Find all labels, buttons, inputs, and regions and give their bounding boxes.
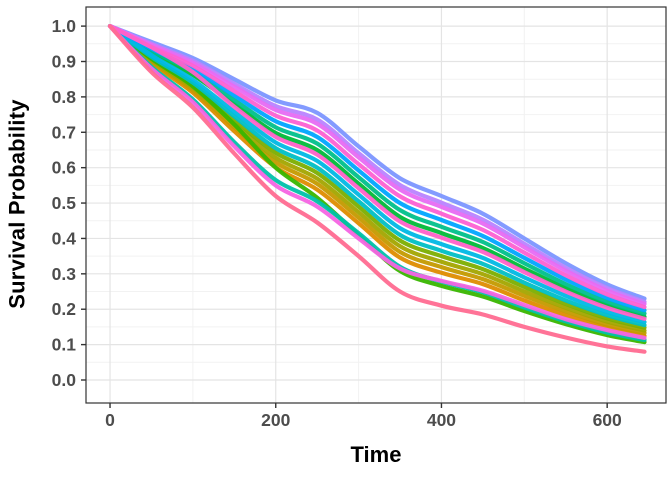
- y-tick-label: 0.8: [52, 87, 77, 107]
- curve-pink: [107, 24, 647, 321]
- y-tick-label: 0.0: [52, 370, 77, 390]
- curve-magenta-pink: [107, 24, 647, 340]
- curve-hot-pink: [107, 24, 647, 354]
- x-tick-label: 200: [261, 410, 290, 430]
- x-tick-label: 400: [427, 410, 456, 430]
- y-tick-label: 0.6: [52, 158, 77, 178]
- y-tick-label: 0.7: [52, 122, 76, 142]
- y-tick-label: 0.1: [52, 335, 77, 355]
- y-tick-label: 0.9: [52, 51, 77, 71]
- x-tick-label: 600: [593, 410, 622, 430]
- curve-cornflower-blue: [107, 24, 647, 301]
- curve-teal-blue: [107, 24, 647, 328]
- panel-border: [85, 6, 667, 404]
- x-tick-label: 0: [105, 410, 115, 430]
- y-tick-label: 0.5: [52, 193, 77, 213]
- curve-dodger-blue: [107, 24, 647, 313]
- curve-orchid: [107, 24, 647, 306]
- y-tick-label: 0.3: [52, 264, 77, 284]
- y-tick-label: 0.2: [52, 299, 77, 319]
- curve-cyan: [107, 24, 647, 325]
- y-tick-label: 0.4: [52, 228, 77, 248]
- curve-magenta: [107, 24, 647, 310]
- y-tick-label: 1.0: [52, 16, 77, 36]
